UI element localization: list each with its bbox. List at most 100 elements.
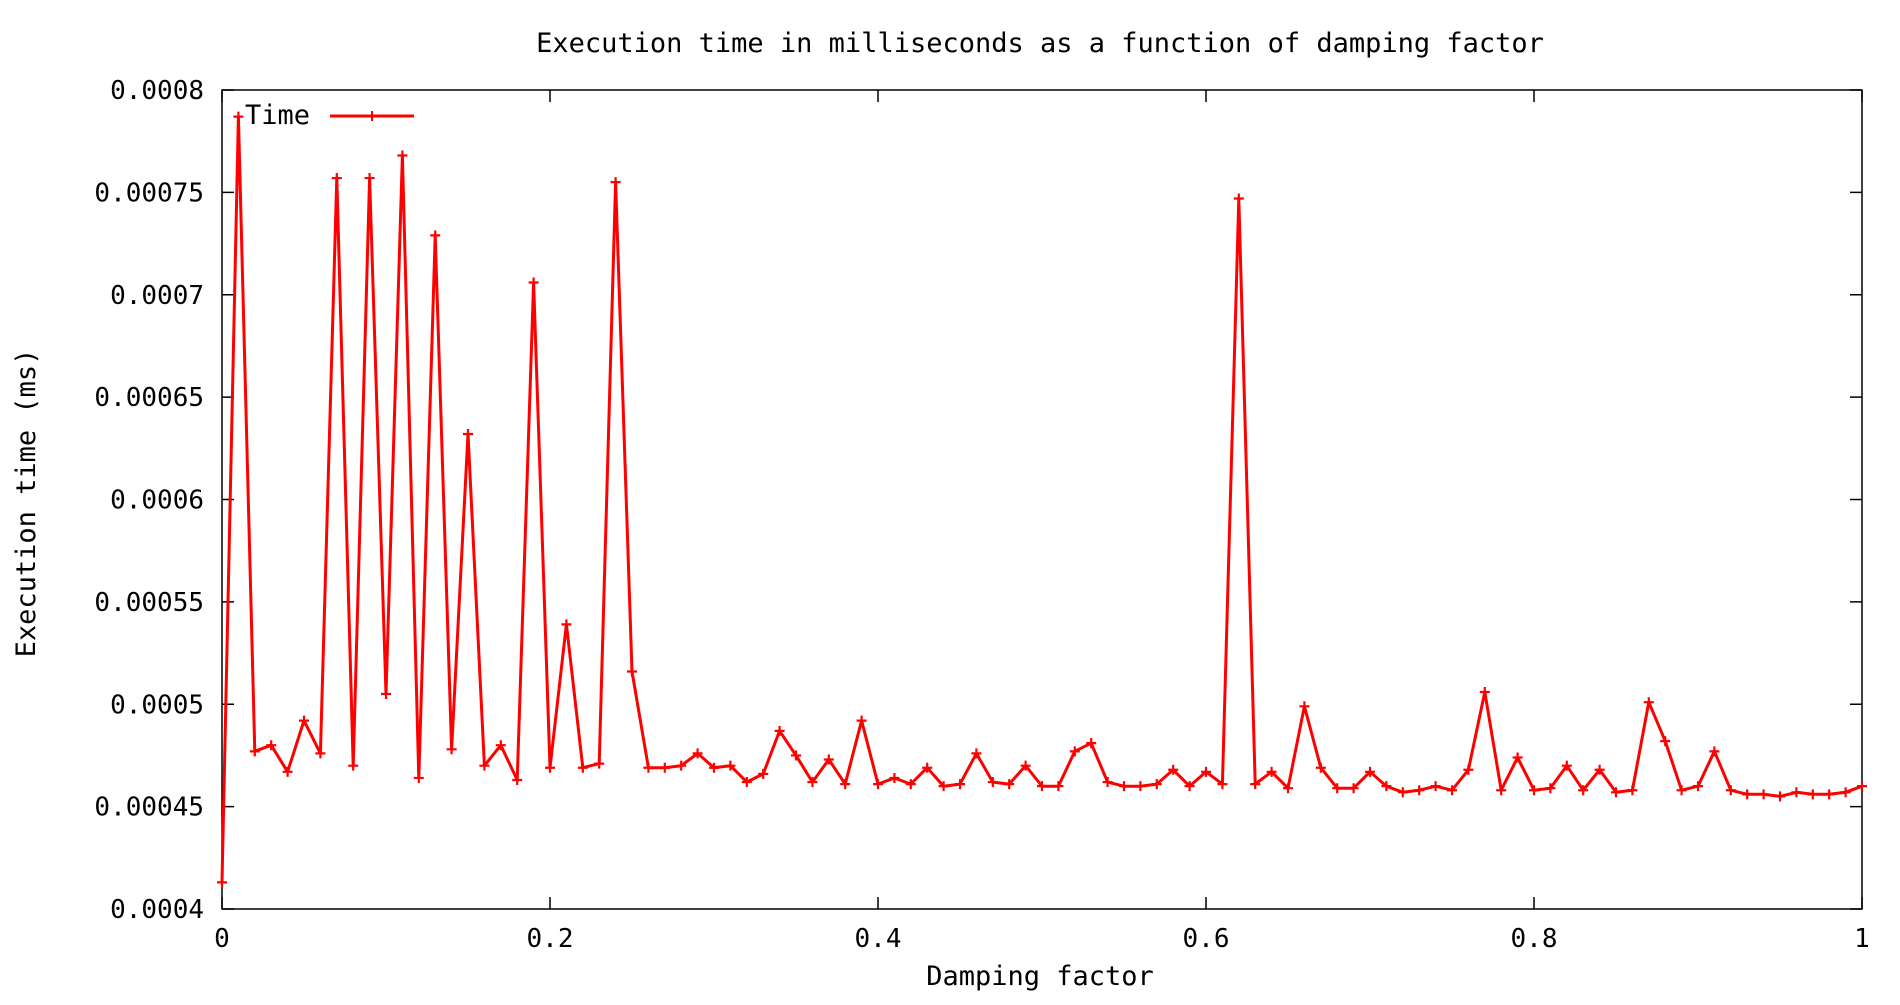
data-point bbox=[282, 766, 293, 777]
data-point bbox=[1365, 766, 1375, 777]
data-point bbox=[610, 177, 621, 188]
data-point bbox=[873, 779, 883, 790]
y-tick-label: 0.0004 bbox=[110, 895, 204, 925]
data-point bbox=[1069, 746, 1080, 757]
data-point bbox=[725, 760, 736, 771]
data-point bbox=[922, 762, 933, 773]
data-point bbox=[299, 715, 309, 726]
data-point bbox=[774, 725, 785, 736]
data-point bbox=[1660, 736, 1671, 747]
data-point bbox=[1824, 789, 1835, 800]
data-point bbox=[987, 777, 998, 788]
data-point bbox=[741, 777, 752, 788]
data-point bbox=[1201, 766, 1211, 777]
data-point bbox=[594, 758, 605, 769]
data-point bbox=[758, 768, 769, 779]
data-point bbox=[1758, 789, 1769, 800]
x-tick-label: 0.4 bbox=[855, 924, 902, 954]
data-point bbox=[315, 748, 326, 759]
data-point bbox=[659, 762, 670, 773]
axis-ticks: 0.0004 0.00045 0.0005 0.00055 0.0006 0.00065 0… bbox=[94, 76, 1869, 954]
data-point bbox=[1561, 760, 1572, 771]
data-point bbox=[266, 740, 277, 751]
data-point bbox=[1381, 781, 1392, 792]
data-point bbox=[1397, 787, 1408, 798]
data-point bbox=[1693, 781, 1703, 792]
data-point bbox=[955, 779, 965, 790]
data-point bbox=[1479, 686, 1490, 697]
data-point bbox=[1643, 697, 1654, 708]
y-tick-label: 0.00065 bbox=[94, 383, 204, 413]
data-point bbox=[577, 762, 588, 773]
data-point bbox=[1512, 752, 1523, 763]
data-point bbox=[840, 779, 851, 790]
data-point bbox=[364, 173, 375, 184]
data-point bbox=[1414, 785, 1425, 796]
data-point bbox=[856, 715, 867, 726]
x-tick-label: 0.6 bbox=[1183, 924, 1230, 954]
data-point bbox=[1037, 781, 1047, 792]
series-time bbox=[217, 111, 1867, 888]
data-point bbox=[1020, 760, 1031, 771]
data-point bbox=[1676, 785, 1687, 796]
data-point bbox=[889, 772, 900, 783]
x-tick-label: 0.2 bbox=[527, 924, 574, 954]
data-point bbox=[1266, 766, 1277, 777]
data-point bbox=[479, 760, 490, 771]
data-point bbox=[1348, 783, 1359, 794]
data-point bbox=[709, 762, 719, 773]
data-point bbox=[1184, 781, 1195, 792]
data-point bbox=[413, 772, 424, 783]
data-point bbox=[1004, 779, 1015, 790]
data-point bbox=[561, 619, 572, 630]
data-point bbox=[1447, 785, 1457, 796]
data-point bbox=[1545, 783, 1556, 794]
data-point bbox=[1840, 787, 1851, 798]
data-point bbox=[692, 748, 703, 759]
data-point bbox=[905, 779, 916, 790]
data-point bbox=[348, 760, 359, 771]
data-point bbox=[1627, 785, 1638, 796]
data-point bbox=[1332, 783, 1343, 794]
data-point bbox=[1250, 779, 1261, 790]
data-point bbox=[1594, 764, 1605, 775]
data-point bbox=[1168, 764, 1179, 775]
data-point bbox=[1791, 787, 1802, 798]
data-point bbox=[676, 760, 687, 771]
y-tick-label: 0.0005 bbox=[110, 690, 204, 720]
y-axis-label: Execution time (ms) bbox=[11, 349, 42, 658]
x-axis-label: Damping factor bbox=[926, 961, 1154, 992]
data-point bbox=[397, 150, 408, 161]
legend-marker bbox=[367, 111, 377, 121]
x-tick-label: 1 bbox=[1854, 924, 1870, 954]
data-point bbox=[791, 750, 801, 761]
x-tick-label: 0 bbox=[214, 924, 230, 954]
data-point bbox=[1529, 785, 1539, 796]
data-point bbox=[1430, 781, 1441, 792]
data-point bbox=[1315, 762, 1326, 773]
y-tick-label: 0.0008 bbox=[110, 76, 204, 106]
data-point bbox=[1053, 781, 1064, 792]
legend-label-time: Time bbox=[245, 100, 310, 131]
data-point bbox=[1119, 781, 1129, 792]
y-tick-label: 0.00075 bbox=[94, 178, 204, 208]
data-point bbox=[249, 746, 260, 757]
data-point bbox=[1611, 787, 1621, 798]
data-point bbox=[807, 777, 818, 788]
data-point bbox=[971, 748, 982, 759]
data-point bbox=[217, 877, 227, 888]
data-point bbox=[1742, 789, 1753, 800]
series-line bbox=[220, 115, 1863, 883]
data-point bbox=[528, 277, 539, 288]
data-point bbox=[1217, 779, 1228, 790]
data-point bbox=[1135, 781, 1146, 792]
data-point bbox=[1463, 764, 1474, 775]
data-point bbox=[463, 428, 473, 439]
data-point bbox=[643, 762, 654, 773]
data-point bbox=[233, 111, 244, 122]
data-point bbox=[1299, 701, 1310, 712]
data-point bbox=[331, 173, 342, 184]
data-point bbox=[512, 775, 523, 786]
